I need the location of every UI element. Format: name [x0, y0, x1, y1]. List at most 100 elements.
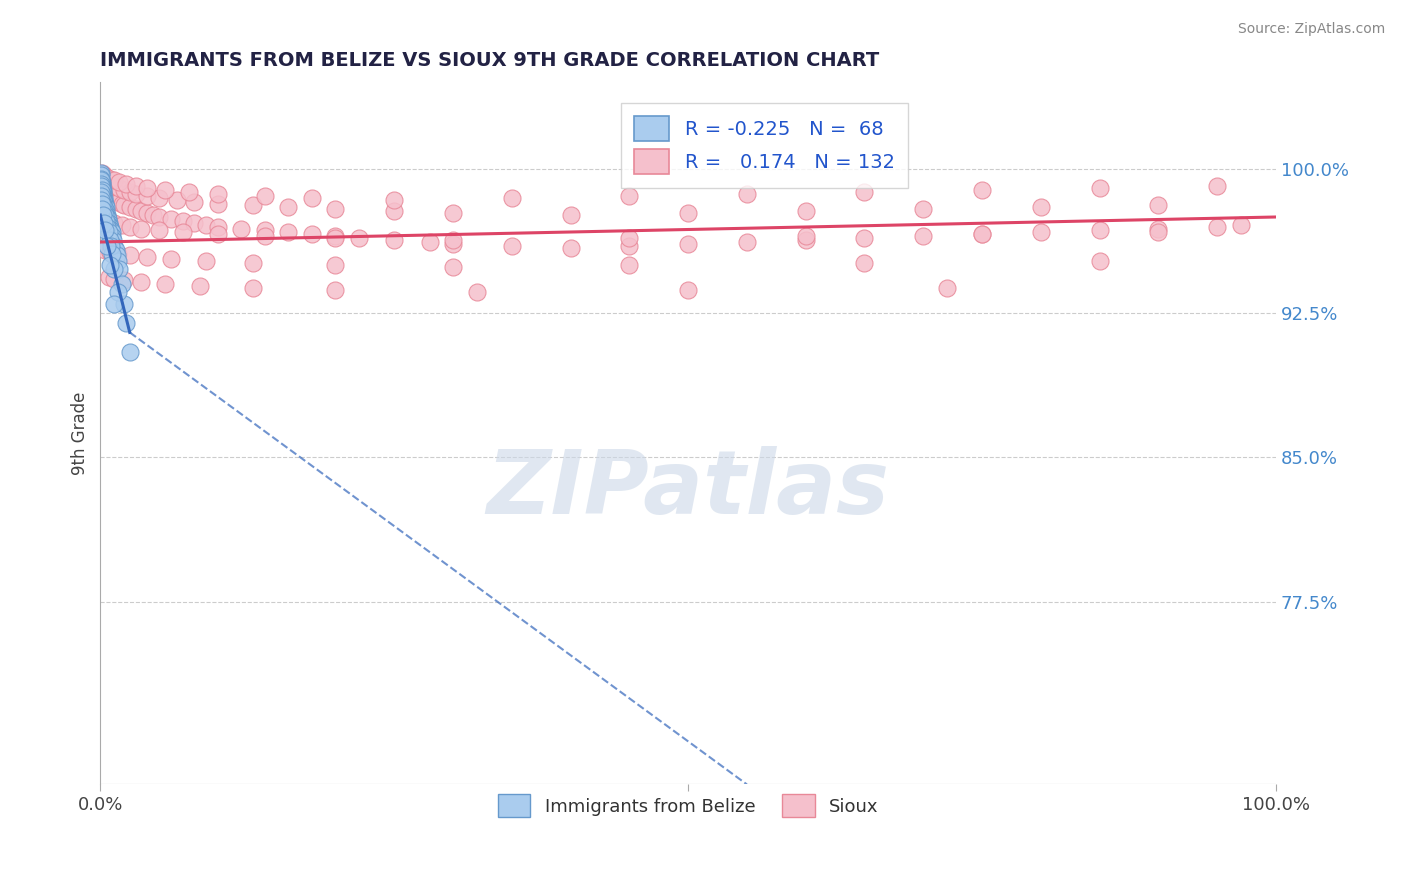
Point	[325, 231, 347, 245]
Point	[91, 183, 114, 197]
Point	[96, 239, 118, 253]
Point	[103, 216, 125, 230]
Point	[91, 202, 114, 217]
Point	[96, 210, 118, 224]
Y-axis label: 9th Grade: 9th Grade	[72, 392, 89, 475]
Point	[91, 185, 114, 199]
Point	[90, 179, 112, 194]
Point	[277, 226, 299, 240]
Point	[90, 166, 112, 180]
Point	[970, 227, 993, 242]
Point	[115, 316, 138, 330]
Point	[142, 208, 165, 222]
Point	[619, 189, 641, 203]
Point	[90, 189, 112, 203]
Point	[970, 183, 993, 197]
Point	[183, 216, 205, 230]
Point	[98, 258, 121, 272]
Point	[418, 235, 440, 249]
Point	[98, 219, 121, 234]
Point	[101, 191, 124, 205]
Point	[253, 229, 276, 244]
Point	[853, 185, 876, 199]
Point	[94, 243, 117, 257]
Point	[96, 211, 118, 226]
Point	[735, 235, 758, 249]
Point	[1229, 218, 1251, 232]
Point	[501, 191, 523, 205]
Text: ZIPatlas: ZIPatlas	[486, 446, 890, 533]
Point	[1088, 254, 1111, 268]
Point	[90, 171, 112, 186]
Point	[136, 189, 159, 203]
Point	[94, 208, 117, 222]
Point	[91, 196, 114, 211]
Point	[98, 189, 121, 203]
Point	[501, 239, 523, 253]
Point	[90, 175, 112, 189]
Point	[93, 200, 115, 214]
Point	[93, 168, 115, 182]
Point	[91, 210, 114, 224]
Point	[90, 193, 112, 207]
Point	[97, 216, 120, 230]
Point	[207, 227, 229, 242]
Point	[96, 214, 118, 228]
Point	[110, 196, 132, 211]
Point	[148, 210, 170, 224]
Point	[441, 260, 464, 274]
Point	[242, 198, 264, 212]
Point	[105, 248, 128, 262]
Point	[98, 221, 121, 235]
Point	[115, 178, 138, 192]
Point	[110, 277, 132, 292]
Point	[103, 296, 125, 310]
Point	[100, 178, 122, 192]
Point	[136, 251, 159, 265]
Point	[382, 193, 405, 207]
Point	[110, 218, 132, 232]
Point	[94, 196, 117, 211]
Point	[118, 248, 141, 262]
Point	[103, 233, 125, 247]
Point	[90, 196, 112, 211]
Point	[619, 231, 641, 245]
Point	[676, 206, 699, 220]
Point	[253, 223, 276, 237]
Point	[172, 226, 194, 240]
Point	[97, 269, 120, 284]
Point	[94, 223, 117, 237]
Point	[101, 229, 124, 244]
Point	[794, 229, 817, 244]
Point	[382, 204, 405, 219]
Point	[108, 175, 131, 189]
Point	[347, 231, 370, 245]
Point	[735, 186, 758, 201]
Point	[131, 276, 153, 290]
Point	[242, 256, 264, 270]
Point	[131, 204, 153, 219]
Point	[794, 233, 817, 247]
Point	[103, 239, 125, 253]
Point	[1206, 179, 1229, 194]
Point	[93, 191, 115, 205]
Point	[1147, 221, 1170, 235]
Point	[98, 171, 121, 186]
Point	[325, 258, 347, 272]
Point	[188, 279, 211, 293]
Point	[90, 166, 112, 180]
Point	[153, 183, 176, 197]
Point	[172, 214, 194, 228]
Point	[98, 233, 121, 247]
Point	[465, 285, 488, 299]
Point	[91, 189, 114, 203]
Point	[96, 219, 118, 234]
Point	[676, 236, 699, 251]
Point	[97, 211, 120, 226]
Point	[619, 258, 641, 272]
Point	[124, 179, 146, 194]
Point	[93, 194, 115, 209]
Text: Source: ZipAtlas.com: Source: ZipAtlas.com	[1237, 22, 1385, 37]
Point	[118, 219, 141, 234]
Point	[94, 198, 117, 212]
